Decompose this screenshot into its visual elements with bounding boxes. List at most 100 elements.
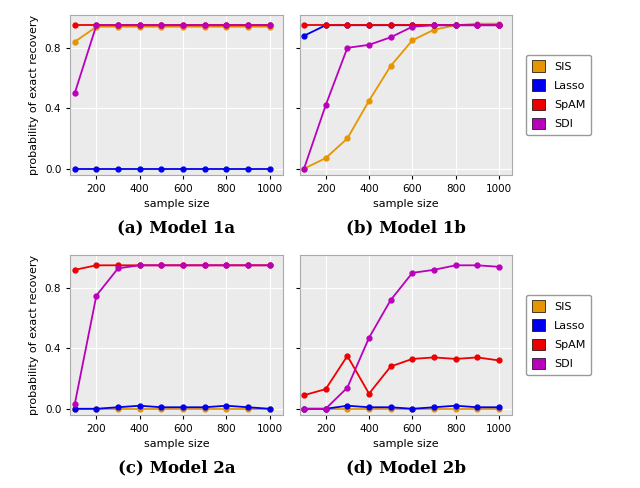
SIS (495, 21, 503, 27)
SpAM (136, 22, 143, 28)
SDI (223, 22, 230, 28)
Line: SDI: SDI (72, 263, 272, 407)
SpAM (387, 364, 394, 369)
SDI (452, 263, 460, 268)
SIS (408, 406, 416, 412)
Lasso (201, 405, 209, 410)
SDI (344, 45, 351, 51)
Lasso (452, 403, 460, 408)
SpAM (136, 263, 143, 268)
Lasso (201, 166, 209, 172)
X-axis label: sample size: sample size (373, 439, 438, 449)
SDI (114, 22, 122, 28)
SpAM (201, 22, 209, 28)
SIS (344, 406, 351, 412)
Lasso (71, 166, 79, 172)
SpAM (93, 22, 100, 28)
SpAM (71, 22, 79, 28)
Lasso (300, 33, 308, 39)
Lasso (244, 405, 252, 410)
SIS (322, 155, 330, 161)
SIS (408, 38, 416, 43)
X-axis label: sample size: sample size (144, 199, 209, 209)
X-axis label: sample size: sample size (373, 199, 438, 209)
SIS (136, 24, 143, 30)
SpAM (365, 391, 373, 397)
SIS (452, 22, 460, 28)
SIS (365, 406, 373, 412)
Lasso (365, 405, 373, 410)
SpAM (266, 263, 273, 268)
Lasso (93, 406, 100, 412)
SpAM (179, 22, 187, 28)
Lasso (136, 403, 143, 408)
SpAM (344, 22, 351, 28)
SIS (474, 21, 481, 27)
SIS (474, 406, 481, 412)
SIS (495, 406, 503, 412)
Lasso (495, 22, 503, 28)
Legend: SIS, Lasso, SpAM, SDI: SIS, Lasso, SpAM, SDI (526, 295, 591, 375)
SDI (244, 263, 252, 268)
SpAM (452, 356, 460, 362)
SDI (300, 166, 308, 172)
Lasso (344, 403, 351, 408)
Lasso (322, 406, 330, 412)
SDI (300, 406, 308, 412)
SDI (179, 263, 187, 268)
SDI (322, 406, 330, 412)
Y-axis label: probability of exact recovery: probability of exact recovery (29, 255, 39, 415)
SDI (495, 22, 503, 28)
SDI (223, 263, 230, 268)
Lasso (474, 22, 481, 28)
Line: SDI: SDI (301, 263, 501, 411)
SpAM (223, 263, 230, 268)
Line: SIS: SIS (301, 407, 501, 411)
Text: (d) Model 2b: (d) Model 2b (346, 460, 466, 477)
Line: Lasso: Lasso (301, 23, 501, 38)
SpAM (266, 22, 273, 28)
SDI (114, 265, 122, 271)
SDI (365, 42, 373, 48)
Lasso (266, 406, 273, 412)
SpAM (387, 22, 394, 28)
Lasso (322, 22, 330, 28)
SpAM (495, 358, 503, 364)
SIS (179, 24, 187, 30)
Lasso (157, 405, 165, 410)
SIS (136, 406, 143, 412)
Line: Lasso: Lasso (72, 166, 272, 171)
SDI (474, 263, 481, 268)
SpAM (408, 22, 416, 28)
Line: SDI: SDI (72, 23, 272, 96)
Lasso (114, 166, 122, 172)
SDI (452, 22, 460, 28)
SpAM (474, 354, 481, 360)
Lasso (244, 166, 252, 172)
Lasso (266, 166, 273, 172)
SDI (322, 102, 330, 108)
SpAM (300, 392, 308, 398)
SIS (266, 406, 273, 412)
SIS (430, 406, 438, 412)
SpAM (179, 263, 187, 268)
Lasso (179, 166, 187, 172)
SpAM (474, 22, 481, 28)
SpAM (201, 263, 209, 268)
Lasso (93, 166, 100, 172)
Lasso (71, 406, 79, 412)
SDI (365, 335, 373, 341)
SpAM (244, 22, 252, 28)
Line: SpAM: SpAM (301, 23, 501, 28)
SpAM (322, 22, 330, 28)
Lasso (452, 22, 460, 28)
SIS (300, 166, 308, 172)
SpAM (452, 22, 460, 28)
SDI (474, 22, 481, 28)
SIS (244, 406, 252, 412)
SDI (136, 263, 143, 268)
Line: SDI: SDI (301, 23, 501, 171)
SpAM (223, 22, 230, 28)
SDI (344, 385, 351, 390)
SIS (71, 39, 79, 45)
